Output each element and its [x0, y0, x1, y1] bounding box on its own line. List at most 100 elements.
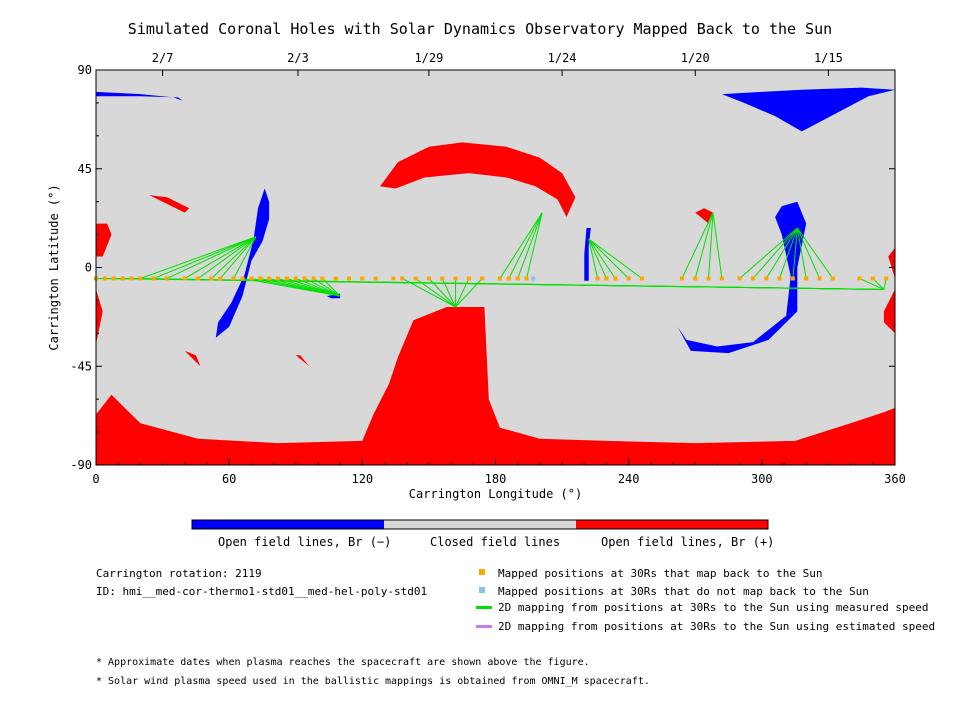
- mapped-position-back: [267, 276, 272, 281]
- mapping-line-measured: [517, 212, 543, 279]
- mapped-position-back: [706, 276, 711, 281]
- mapping-line-measured: [765, 227, 798, 279]
- positive-coronal-hole: [96, 289, 103, 345]
- mapped-position-back: [870, 276, 875, 281]
- mapped-position-back: [626, 276, 631, 281]
- chart-title: Simulated Coronal Holes with Solar Dynam…: [127, 20, 833, 38]
- mapped-position-back: [639, 276, 644, 281]
- mapped-position-back: [209, 276, 214, 281]
- mapping-line-measured: [739, 227, 798, 279]
- legend-label-measured: 2D mapping from positions at 30Rs to the…: [498, 601, 929, 614]
- top-date-label: 2/3: [287, 51, 309, 65]
- mapped-position-back: [764, 276, 769, 281]
- mapping-line-measured: [313, 278, 341, 297]
- mapped-position-back: [373, 276, 378, 281]
- mapped-position-back: [817, 276, 822, 281]
- note-speed: * Solar wind plasma speed used in the ba…: [96, 676, 650, 687]
- mapped-position-back: [102, 276, 107, 281]
- mapped-position-back: [218, 276, 223, 281]
- x-tick-label: 0: [92, 472, 99, 486]
- positive-coronal-hole: [888, 247, 895, 279]
- mapping-line-measured: [588, 238, 599, 279]
- colorbar-closed: [384, 520, 576, 529]
- mapped-position-back: [830, 276, 835, 281]
- mapped-position-back: [524, 276, 529, 281]
- mapped-position-back: [515, 276, 520, 281]
- y-tick-label: -45: [70, 359, 92, 373]
- mapped-position-back: [857, 276, 862, 281]
- colorbar-label-closed: Closed field lines: [430, 535, 561, 549]
- mapping-line-measured: [455, 278, 470, 308]
- positive-coronal-hole: [295, 355, 310, 367]
- top-date-label: 1/29: [414, 51, 443, 65]
- mapped-position-back: [258, 276, 263, 281]
- mapped-position-back: [129, 276, 134, 281]
- mapped-position-back: [613, 276, 618, 281]
- mapping-line-measured: [322, 278, 341, 297]
- mapping-line-measured: [779, 227, 798, 279]
- x-tick-label: 360: [884, 472, 906, 486]
- mapped-position-back: [347, 276, 352, 281]
- mapping-line-measured: [752, 227, 798, 279]
- positive-coronal-hole: [96, 307, 895, 465]
- negative-coronal-hole: [721, 87, 895, 132]
- mapping-line-measured: [211, 236, 257, 279]
- mapped-position-back: [196, 276, 201, 281]
- mapped-position-back: [595, 276, 600, 281]
- x-tick-label: 180: [485, 472, 507, 486]
- mapped-position-back: [311, 276, 316, 281]
- mapping-line-measured: [796, 227, 820, 279]
- mapping-line-measured: [796, 227, 834, 279]
- mapping-line-measured: [153, 236, 256, 279]
- x-tick-label: 300: [751, 472, 773, 486]
- negative-coronal-hole: [215, 188, 270, 338]
- legend-line-measured: [476, 606, 492, 609]
- mapping-line-measured: [694, 212, 714, 279]
- mapped-position-back: [231, 276, 236, 281]
- legend-label-not-mapped-back: Mapped positions at 30Rs that do not map…: [498, 585, 869, 598]
- mapping-line-measured: [428, 278, 456, 308]
- positive-coronal-hole: [695, 208, 713, 224]
- legend-line-estimated: [476, 625, 492, 628]
- mapping-line-measured: [708, 212, 714, 279]
- mapped-position-back: [320, 276, 325, 281]
- mapped-position-back: [413, 276, 418, 281]
- positive-coronal-hole: [184, 350, 201, 367]
- y-tick-label: 45: [78, 162, 92, 176]
- mapped-position-back: [138, 276, 143, 281]
- x-tick-label: 240: [618, 472, 640, 486]
- mapped-position-back: [497, 276, 502, 281]
- mapping-line-measured: [588, 238, 643, 279]
- mapping-line-measured: [184, 236, 257, 279]
- mapped-position-back: [302, 276, 307, 281]
- mapping-line-measured: [295, 278, 341, 297]
- x-tick-label: 60: [222, 472, 236, 486]
- top-date-label: 1/20: [681, 51, 710, 65]
- mapping-line-measured: [286, 277, 341, 297]
- mapped-position-back: [111, 276, 116, 281]
- mapped-position-back: [391, 276, 396, 281]
- mapping-line-measured: [588, 238, 630, 279]
- mapped-position-back: [750, 276, 755, 281]
- mapped-position-back: [360, 276, 365, 281]
- closed-field-region: [96, 70, 895, 465]
- positive-coronal-hole: [380, 142, 576, 217]
- mapped-position-back: [777, 276, 782, 281]
- mapped-position-back: [440, 276, 445, 281]
- legend-marker-mapped-back: [479, 569, 485, 575]
- positive-coronal-hole: [96, 223, 112, 257]
- top-date-label: 1/15: [814, 51, 843, 65]
- colorbar-negative: [192, 520, 384, 529]
- mapped-position-back: [453, 276, 458, 281]
- negative-coronal-hole: [96, 91, 183, 101]
- mapped-position-back: [480, 276, 485, 281]
- mapping-line-measured: [681, 212, 714, 279]
- carrington-rotation: Carrington rotation: 2119: [96, 567, 262, 580]
- top-date-label: 2/7: [152, 51, 174, 65]
- mapped-position-back: [426, 276, 431, 281]
- mapping-line-measured: [166, 236, 257, 279]
- positive-coronal-hole: [883, 289, 895, 334]
- x-axis-title: Carrington Longitude (°): [409, 487, 582, 501]
- mapping-line-measured: [526, 212, 543, 279]
